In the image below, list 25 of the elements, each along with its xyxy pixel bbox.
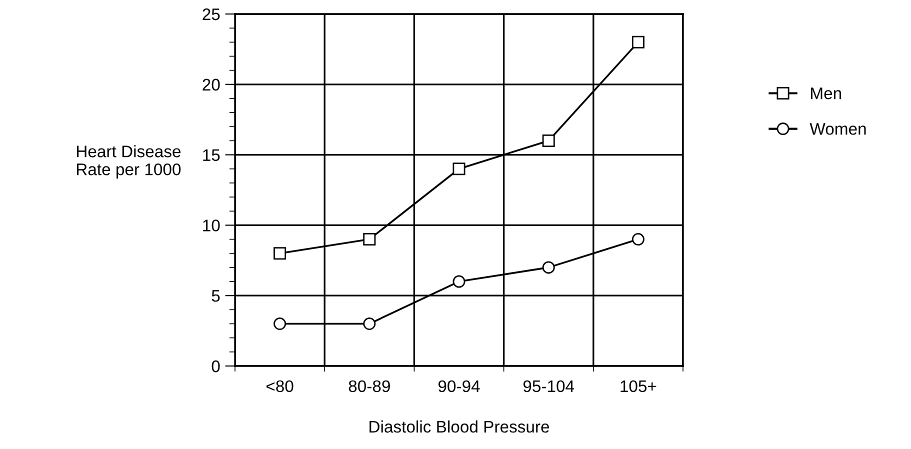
y-tick-label: 15 [203, 149, 220, 162]
x-tick-label: 95-104 [523, 380, 574, 392]
y-tick-label: 20 [202, 78, 220, 91]
y-tick-label: 10 [203, 220, 220, 232]
point [363, 318, 376, 330]
point [542, 261, 555, 274]
y-tick-label: 5 [212, 290, 220, 302]
x-tick-label: <80 [266, 380, 294, 392]
point [452, 162, 466, 176]
point [274, 318, 286, 330]
point [363, 233, 376, 246]
x-tick-label: 80-89 [348, 380, 390, 392]
point [632, 233, 644, 246]
x-axis-title: Diastolic Blood Pressure [370, 420, 550, 433]
point [632, 36, 644, 48]
point [542, 134, 555, 147]
legend-label: Men [811, 88, 842, 100]
x-tick-label: 90-94 [438, 380, 480, 392]
x-tick-label: 105+ [620, 380, 656, 392]
y-tick-label: 25 [202, 8, 220, 20]
legend-label: Women [810, 123, 866, 135]
y-tick-label: 0 [212, 360, 220, 372]
point [274, 247, 286, 260]
point [452, 275, 466, 288]
y-axis-title: Heart Disease Rate per 1000 [76, 145, 181, 179]
